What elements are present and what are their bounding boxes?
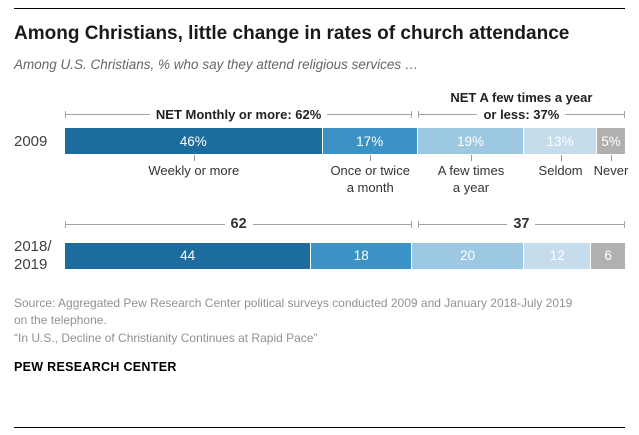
bar-segment-weekly-or-more: 46% xyxy=(65,128,323,155)
net-brackets-top: NET Monthly or more: 62% NET A few times … xyxy=(65,82,625,122)
category-label: Weekly or more xyxy=(148,163,240,179)
row-label-2009: 2009 xyxy=(14,132,48,150)
category-label: Never xyxy=(593,163,629,179)
bar-2018-2019: 44 18 20 12 6 xyxy=(65,242,625,269)
net-label: or less: 37% xyxy=(483,107,560,123)
row-label-2018-2019: 2018/2019 xyxy=(14,238,52,273)
net-brackets-middle: 62 37 xyxy=(65,214,625,232)
bar-row-2009: 2009 46% 17% 19% 13% 5% xyxy=(14,128,625,155)
category-label: Seldom xyxy=(538,163,583,179)
axis-tick xyxy=(560,155,562,162)
axis-tick xyxy=(471,155,472,162)
bracket-line xyxy=(65,111,150,119)
stacked-bar-chart: NET Monthly or more: 62% NET A few times … xyxy=(14,82,628,273)
category-label: Once or twice a month xyxy=(330,163,410,196)
net-label: 62 xyxy=(230,216,247,233)
bracket-line xyxy=(535,221,625,229)
net-bracket: NET A few times a year or less: 37% xyxy=(417,90,625,123)
bracket-line xyxy=(565,111,625,119)
net-bracket: 62 xyxy=(65,216,413,233)
net-label: 37 xyxy=(513,216,530,233)
bar-segment-once-or-twice-a-month: 18 xyxy=(311,242,413,269)
bracket-line xyxy=(65,221,225,229)
net-label-line: NET A few times a year xyxy=(450,90,593,106)
bar-segment-a-few-times-a-year: 20 xyxy=(412,242,525,269)
axis-tick xyxy=(611,155,612,162)
bracket-line xyxy=(252,221,413,229)
bar-row-2018-2019: 2018/2019 44 18 20 12 6 xyxy=(14,238,625,273)
chart-title: Among Christians, little change in rates… xyxy=(14,23,570,44)
brand-label: PEW RESEARCH CENTER xyxy=(14,359,177,374)
bar-segment-weekly-or-more: 44 xyxy=(65,242,312,269)
axis-tick xyxy=(370,155,372,162)
bar-2009: 46% 17% 19% 13% 5% xyxy=(65,128,625,155)
footer: Source: Aggregated Pew Research Center p… xyxy=(14,295,625,374)
net-bracket: NET Monthly or more: 62% xyxy=(65,107,413,123)
net-label: NET Monthly or more: 62% xyxy=(155,107,322,123)
bar-segment-seldom: 12 xyxy=(524,242,592,269)
bracket-line xyxy=(327,111,413,119)
bar-segment-never: 6 xyxy=(591,242,625,269)
axis-tick xyxy=(193,155,195,162)
category-label: A few times a year xyxy=(437,163,505,196)
bracket-line xyxy=(417,221,508,229)
bracket-line xyxy=(417,111,478,119)
bar-segment-once-or-twice-a-month: 17% xyxy=(322,128,418,155)
top-rule xyxy=(14,8,625,9)
category-axis: Weekly or more Once or twice a month A few … xyxy=(65,154,628,212)
bottom-rule xyxy=(14,427,625,428)
bar-segment-never: 5% xyxy=(596,128,625,155)
net-bracket: 37 xyxy=(417,216,625,233)
chart-subtitle: Among U.S. Christians, % who say they at… xyxy=(14,57,419,73)
bar-segment-a-few-times-a-year: 19% xyxy=(417,128,525,155)
source-quote: “In U.S., Decline of Christianity Contin… xyxy=(14,330,318,345)
source-note: Source: Aggregated Pew Research Center p… xyxy=(14,295,573,328)
bar-segment-seldom: 13% xyxy=(524,128,597,155)
